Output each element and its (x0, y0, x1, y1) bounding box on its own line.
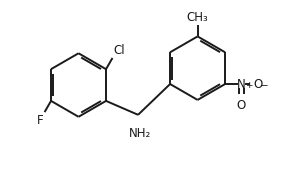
Text: Cl: Cl (114, 44, 125, 57)
Text: F: F (37, 114, 44, 127)
Text: N: N (237, 78, 246, 91)
Text: O: O (237, 99, 246, 112)
Text: CH₃: CH₃ (187, 11, 208, 23)
Text: −: − (260, 81, 269, 91)
Text: +: + (245, 81, 253, 90)
Text: NH₂: NH₂ (129, 127, 151, 140)
Text: O: O (253, 78, 263, 91)
